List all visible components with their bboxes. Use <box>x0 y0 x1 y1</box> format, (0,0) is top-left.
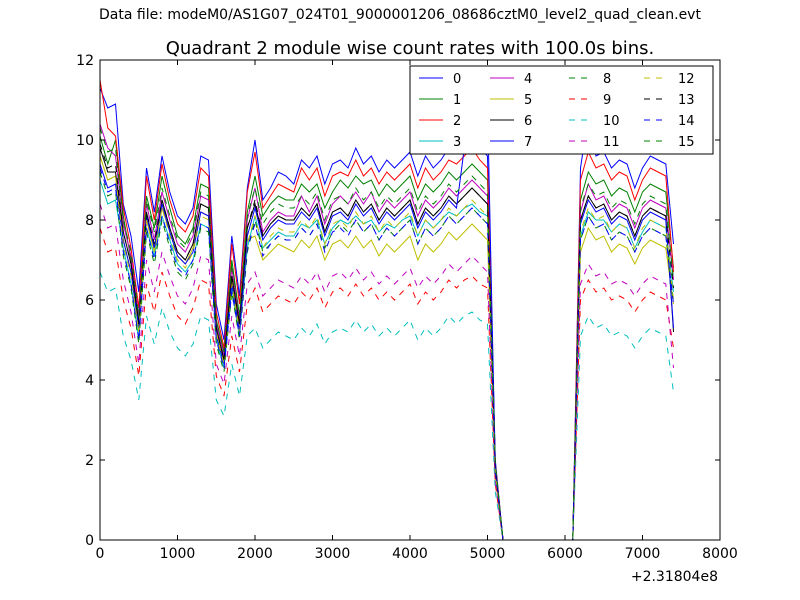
legend-label-11: 11 <box>603 135 620 150</box>
y-tick-label: 4 <box>85 373 94 389</box>
legend-label-5: 5 <box>524 93 532 108</box>
series-line-8 <box>99 171 674 541</box>
legend-label-0: 0 <box>453 72 461 87</box>
legend-label-10: 10 <box>603 114 620 129</box>
y-tick-label: 8 <box>85 213 94 229</box>
legend-label-13: 13 <box>678 93 695 108</box>
legend-label-6: 6 <box>524 114 532 129</box>
series-line-6 <box>99 147 674 541</box>
page-title: Data file: modeM0/AS1G07_024T01_90000012… <box>99 7 701 23</box>
legend-label-7: 7 <box>524 135 532 150</box>
x-tick-label: 5000 <box>470 546 506 562</box>
x-tick-label: 0 <box>96 546 105 562</box>
legend-label-4: 4 <box>524 72 532 87</box>
chart-title: Quadrant 2 module wise count rates with … <box>166 38 655 59</box>
x-tick-label: 3000 <box>315 546 351 562</box>
x-tick-label: 8000 <box>702 546 738 562</box>
series-line-9 <box>99 227 674 541</box>
x-tick-label: 4000 <box>392 546 428 562</box>
x-axis-offset-label: +2.31804e8 <box>631 569 718 585</box>
series-line-7 <box>99 103 674 541</box>
legend-label-14: 14 <box>678 114 695 129</box>
axis-ticks: 0 1000 2000 3000 4000 5000 6000 7000 80000246810… <box>76 53 738 562</box>
y-tick-label: 6 <box>85 293 94 309</box>
series-line-13 <box>99 143 674 541</box>
series-line-1 <box>99 135 674 541</box>
x-tick-label: 7000 <box>625 546 661 562</box>
x-tick-label: 1000 <box>160 546 196 562</box>
legend-label-12: 12 <box>678 72 695 87</box>
series-line-11 <box>99 203 674 541</box>
y-tick-label: 12 <box>76 53 94 69</box>
legend-label-1: 1 <box>453 93 461 108</box>
series-line-15 <box>99 127 674 541</box>
y-tick-label: 2 <box>85 453 94 469</box>
series-line-12 <box>99 155 674 541</box>
legend-label-2: 2 <box>453 114 461 129</box>
series-line-3 <box>99 179 674 541</box>
x-tick-label: 6000 <box>547 546 583 562</box>
series-line-14 <box>99 167 674 541</box>
series-line-10 <box>99 271 674 541</box>
legend-label-9: 9 <box>603 93 611 108</box>
legend-label-3: 3 <box>453 135 461 150</box>
x-tick-label: 2000 <box>237 546 273 562</box>
legend-box <box>409 65 714 155</box>
y-tick-label: 0 <box>85 533 94 549</box>
y-tick-label: 10 <box>76 133 94 149</box>
legend-label-8: 8 <box>603 72 611 87</box>
legend-label-15: 15 <box>678 135 695 150</box>
